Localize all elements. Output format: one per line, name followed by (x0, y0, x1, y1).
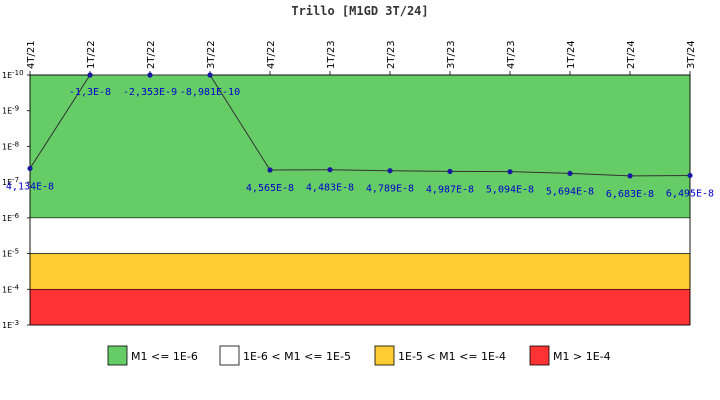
data-point (327, 167, 333, 173)
series-line: 4,134E-8 -1,3E-8 -2,353E-9 -8,981E-10 4,565E… (6, 72, 714, 200)
x-tick-label: 3T/22 (206, 40, 217, 69)
legend-swatch-1 (219, 345, 240, 366)
data-label: 4,987E-8 (426, 184, 474, 195)
data-point (627, 173, 633, 179)
data-point (687, 172, 693, 179)
data-point (567, 170, 573, 177)
x-tick-label: 2T/23 (386, 40, 397, 69)
legend-swatch-3 (529, 345, 550, 366)
data-label: 6,683E-8 (606, 189, 654, 200)
x-axis: 4T/21 1T/22 2T/22 3T/22 4T/22 1T/23 2T/23 3T/23… (26, 40, 697, 75)
y-tick-label: 1E-3 (2, 319, 19, 330)
y-tick-label: 1E-8 (2, 140, 19, 151)
x-tick-label: 2T/24 (626, 40, 637, 69)
chart-title: Trillo [M1GD 3T/24] (291, 4, 428, 18)
y-tick-label: 1E-4 (2, 283, 20, 294)
x-tick-label: 4T/21 (26, 40, 37, 69)
data-label: 5,694E-8 (546, 186, 594, 197)
x-tick-label: 3T/24 (686, 40, 697, 69)
band-3 (29, 288, 691, 326)
legend-label-0: M1 <= 1E-6 (131, 350, 198, 363)
data-label: 6,495E-8 (666, 188, 714, 199)
y-tick-label: 1E-6 (2, 212, 20, 223)
data-label: -1,3E-8 (69, 87, 111, 98)
data-point (387, 168, 393, 174)
legend-label-3: M1 > 1E-4 (553, 350, 611, 363)
x-tick-label: 4T/22 (266, 40, 277, 69)
data-point (87, 72, 93, 78)
y-tick-label: 1E-5 (2, 248, 19, 259)
data-point (507, 169, 513, 175)
data-point (207, 72, 213, 78)
data-label: 4,134E-8 (6, 181, 54, 192)
data-point (267, 167, 273, 173)
data-label: 4,565E-8 (246, 183, 294, 194)
legend: M1 <= 1E-6 1E-6 < M1 <= 1E-5 1E-5 < M1 <= … (107, 345, 611, 366)
data-point (447, 168, 453, 174)
data-point (27, 165, 33, 172)
data-point (147, 72, 153, 78)
y-tick-label: 1E-10 (2, 69, 24, 80)
data-label: 5,094E-8 (486, 185, 534, 196)
band-1 (29, 217, 691, 254)
band-0 (29, 74, 691, 219)
y-tick-label: 1E-7 (2, 176, 19, 187)
x-tick-label: 3T/23 (446, 40, 457, 69)
data-label: -2,353E-9 (123, 87, 177, 98)
legend-swatch-0 (107, 345, 128, 366)
y-tick-label: 1E-9 (2, 105, 19, 116)
data-label: -8,981E-10 (180, 87, 240, 98)
x-tick-label: 2T/22 (146, 40, 157, 69)
band-2 (29, 253, 691, 290)
data-label: 4,483E-8 (306, 183, 354, 194)
risk-bands (29, 74, 691, 326)
series-polyline (29, 74, 691, 177)
data-label: 4,789E-8 (366, 184, 414, 195)
x-tick-label: 1T/22 (86, 40, 97, 69)
x-tick-label: 4T/23 (506, 40, 517, 69)
plot-frame (29, 74, 691, 326)
legend-swatch-2 (374, 345, 395, 366)
x-tick-label: 1T/23 (326, 40, 337, 69)
x-tick-label: 1T/24 (566, 40, 577, 69)
legend-label-2: 1E-5 < M1 <= 1E-4 (398, 350, 506, 363)
y-axis: 1E-10 1E-9 1E-8 1E-7 1E-6 1E-5 1E-4 1E-3 (2, 69, 30, 330)
legend-label-1: 1E-6 < M1 <= 1E-5 (243, 350, 351, 363)
